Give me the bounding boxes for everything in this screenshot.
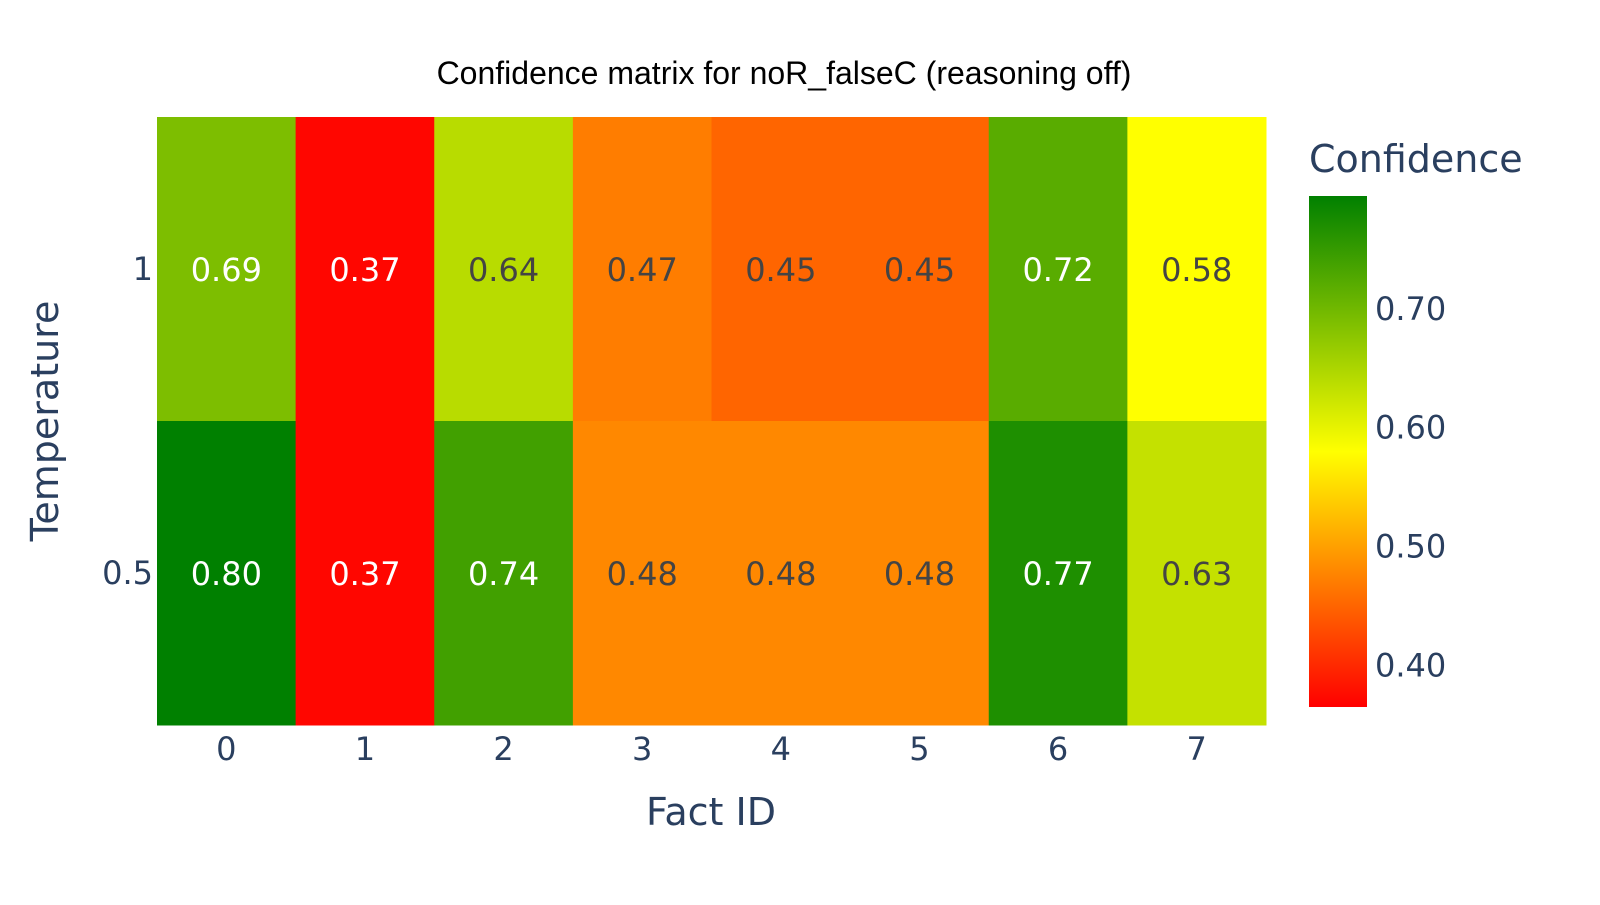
heatmap-cell [988,421,1128,726]
x-tick-label: 6 [1048,730,1068,768]
x-tick-label: 0 [216,730,236,768]
x-tick-label: 2 [493,730,513,768]
heatmap-cell-labels: 0.69 0.37 0.64 0.47 0.45 0.45 0.72 0.58 0.80 0.37… [191,251,1233,593]
y-tick-label: 0.5 [102,554,153,592]
cell-value-label: 0.37 [329,555,400,593]
heatmap-cell [1127,117,1267,422]
cell-value-label: 0.48 [884,555,955,593]
x-tick-label: 3 [632,730,652,768]
heatmap-cells [157,117,1267,726]
cell-value-label: 0.45 [884,251,955,289]
y-axis-ticks: 10.5 [102,250,153,592]
heatmap-cell [850,421,990,726]
chart-title: Confidence matrix for noR_falseC (reason… [437,55,1132,91]
y-tick-label: 1 [133,250,153,288]
cell-value-label: 0.47 [607,251,678,289]
heatmap-cell [434,117,574,422]
x-tick-label: 1 [355,730,375,768]
heatmap-cell [157,117,297,422]
heatmap-cell [295,421,435,726]
y-axis-title: Temperature [23,301,67,543]
heatmap-cell [434,421,574,726]
colorbar-title: Confidence [1309,137,1523,181]
x-axis-ticks: 0 1 2 3 4 5 6 7 [216,730,1207,768]
heatmap-cell [1127,421,1267,726]
x-tick-label: 7 [1187,730,1207,768]
cell-value-label: 0.69 [191,251,262,289]
cell-value-label: 0.48 [745,555,816,593]
colorbar-ticks: 0.40 0.50 0.60 0.70 [1375,290,1446,685]
heatmap-cell [157,421,297,726]
cell-value-label: 0.63 [1161,555,1232,593]
heatmap-cell [572,421,712,726]
cell-value-label: 0.37 [329,251,400,289]
cell-value-label: 0.64 [468,251,539,289]
heatmap-cell [711,421,851,726]
colorbar-tick-label: 0.60 [1375,409,1446,447]
heatmap-cell [295,117,435,422]
heatmap-cell [711,117,851,422]
cell-value-label: 0.80 [191,555,262,593]
x-tick-label: 4 [771,730,791,768]
colorbar [1309,196,1367,707]
heatmap-cell [850,117,990,422]
x-axis-title: Fact ID [646,790,776,834]
heatmap-cell [988,117,1128,422]
cell-value-label: 0.74 [468,555,539,593]
cell-value-label: 0.72 [1022,251,1093,289]
cell-value-label: 0.77 [1022,555,1093,593]
heatmap-cell [572,117,712,422]
cell-value-label: 0.48 [607,555,678,593]
colorbar-tick-label: 0.40 [1375,646,1446,684]
colorbar-tick-label: 0.50 [1375,528,1446,566]
cell-value-label: 0.58 [1161,251,1232,289]
cell-value-label: 0.45 [745,251,816,289]
colorbar-tick-label: 0.70 [1375,290,1446,328]
x-tick-label: 5 [909,730,929,768]
